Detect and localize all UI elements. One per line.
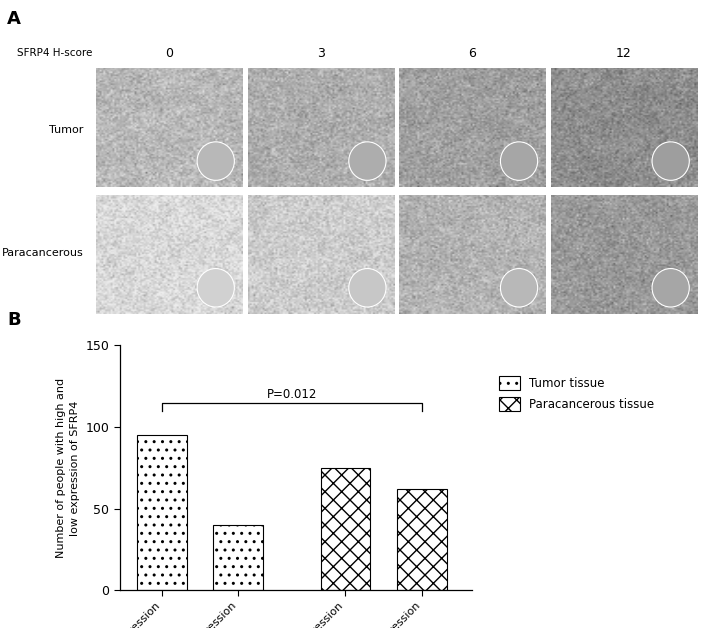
Text: 12: 12 (616, 47, 631, 60)
Bar (213, 525, 263, 590)
Text: P=0.012: P=0.012 (267, 388, 317, 401)
Text: Tumor: Tumor (49, 124, 84, 134)
Ellipse shape (501, 142, 538, 180)
Ellipse shape (652, 269, 689, 307)
Bar (137, 435, 187, 590)
Ellipse shape (652, 142, 689, 180)
Text: Paracancerous: Paracancerous (2, 247, 84, 257)
Ellipse shape (197, 269, 234, 307)
Y-axis label: Number of people with high and
low expression of SFRP4: Number of people with high and low expre… (56, 378, 80, 558)
Ellipse shape (501, 269, 538, 307)
Bar (397, 489, 447, 590)
Ellipse shape (348, 269, 386, 307)
Text: 6: 6 (468, 47, 476, 60)
Text: 3: 3 (317, 47, 325, 60)
Ellipse shape (348, 142, 386, 180)
Legend: Tumor tissue, Paracancerous tissue: Tumor tissue, Paracancerous tissue (498, 376, 655, 411)
Bar (320, 468, 370, 590)
Text: 0: 0 (165, 47, 173, 60)
Text: B: B (7, 311, 20, 329)
Ellipse shape (197, 142, 234, 180)
Text: SFRP4 H-score: SFRP4 H-score (18, 48, 93, 58)
Text: A: A (7, 10, 21, 28)
